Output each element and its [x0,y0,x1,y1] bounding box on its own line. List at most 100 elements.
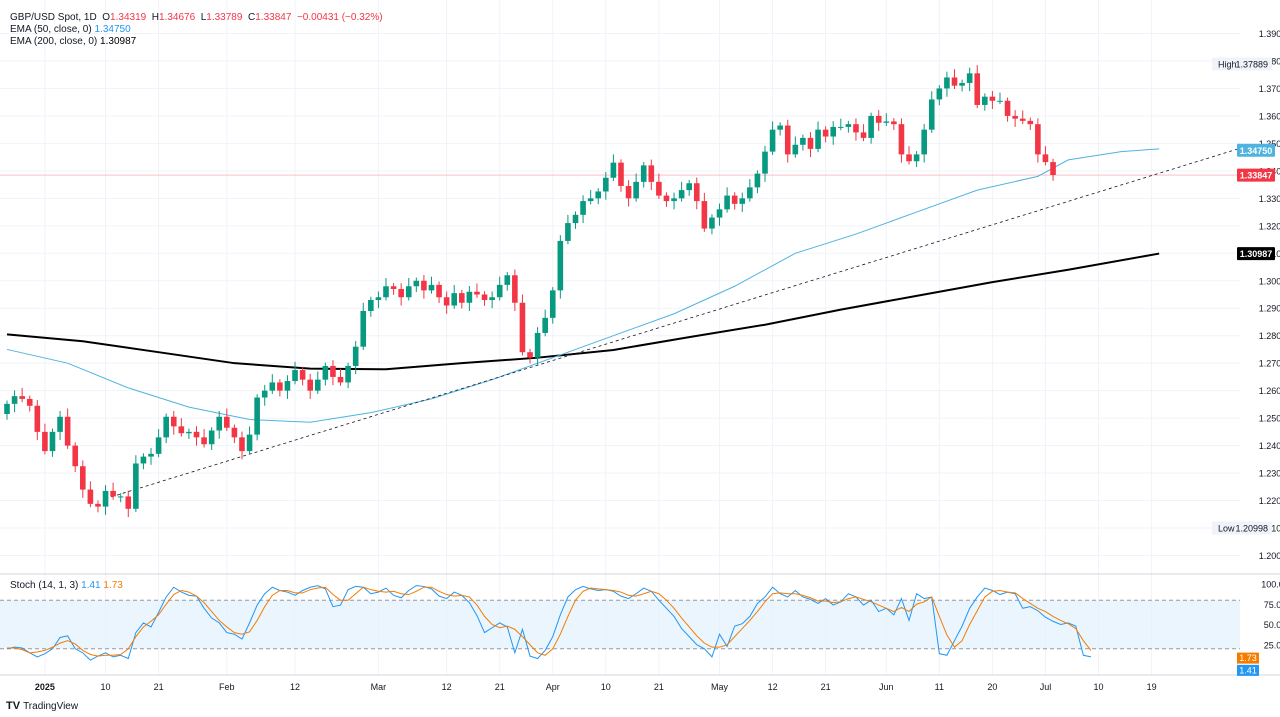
candle-body [133,463,139,509]
legend-open-label: O [102,12,111,23]
candle-body [231,427,238,438]
candle-body [102,490,109,507]
candle-body [512,275,518,303]
candle-body [519,302,526,353]
price-tick-label: 1.24000 [1259,441,1280,451]
candle-body [989,96,996,101]
support-trendline [105,147,1243,500]
tradingview-brand[interactable]: TV TradingView [6,700,78,712]
candle-body [1035,124,1041,155]
candle-body [724,195,730,210]
candle-body [117,496,124,498]
candle-body [80,466,86,490]
candle-body [898,124,905,155]
candle-body [982,96,988,105]
extreme-label-box [1212,521,1272,535]
candle-body [459,293,465,303]
stoch-tick-label: 100.00 [1261,580,1280,590]
legend-change: −0.00431 (−0.32%) [296,12,383,23]
candle-body [383,286,389,298]
candle-body [527,352,533,358]
extreme-label-value: 1.37889 [1235,60,1268,70]
candle-body [928,99,935,130]
candle-body [64,416,71,446]
candle-body [337,376,344,383]
legend-symbol-row: GBP/USD Spot, 1D O1.34319 H1.34676 L1.33… [10,12,383,23]
tradingview-name: TradingView [23,701,79,712]
time-tick-label: 10 [1094,682,1104,692]
candle-body [860,132,867,138]
price-tag-text: 1.33847 [1240,171,1273,181]
candle-body [443,297,450,306]
candle-body [421,280,427,291]
candle-body [891,121,897,125]
candle-body [853,124,859,133]
axes: 1.390001.380001.370001.360001.350001.340… [0,29,1280,692]
stoch-band-fill [0,600,1240,649]
candle-body [1019,118,1026,121]
candle-body [314,379,321,391]
candle-body [549,290,556,318]
candle-body [178,426,185,434]
ema200-line-path [6,252,1160,371]
time-tick-label: 2025 [35,682,55,692]
candle-body [19,396,25,399]
stoch-legend-k: 1.41 [81,580,101,591]
candle-body [496,284,503,298]
candle-body [671,198,677,202]
legend-ema200-value: 1.30987 [100,36,137,47]
time-tick-label: 12 [768,682,778,692]
stoch-band [0,599,1240,650]
candle-body [360,310,367,347]
price-tick-label: 1.32000 [1259,221,1280,231]
candle-body [155,437,162,454]
stoch-tick-label: 75.00 [1264,600,1280,610]
time-tick-label: 20 [987,682,997,692]
time-tick-label: 21 [821,682,831,692]
candle-body [474,291,480,295]
candle-body [307,379,313,391]
candle-body [747,187,753,199]
candle-body [186,431,192,434]
candle-body [906,154,912,162]
legend-open-value: 1.34319 [110,12,147,23]
candle-body [769,129,776,152]
time-tick-label: 10 [601,682,611,692]
time-tick-label: 19 [1147,682,1157,692]
legend-ema200-label: EMA (200, close, 0) [10,36,98,47]
price-tick-label: 1.27000 [1259,359,1280,369]
candle-body [87,489,94,504]
candle-body [224,416,230,428]
price-tick-label: 1.23000 [1259,469,1280,479]
trendline [105,147,1243,500]
price-tag-box [1237,143,1275,157]
candle-body [428,284,435,291]
candle-body [784,125,791,155]
candle-body [663,195,670,202]
candle-body [731,195,738,204]
candle-body [368,299,374,311]
stoch-d-tag-text: 1.73 [1239,653,1257,663]
time-tick-label: Feb [219,682,235,692]
candle-body [693,183,700,202]
price-tag-box [1237,247,1275,261]
candle-body [951,77,958,86]
candle-body [997,100,1003,102]
tradingview-logo-icon: TV [6,700,21,712]
stoch-lines [6,585,1092,661]
chart-grid [0,0,1240,675]
candle-body [807,137,814,149]
candle-body [405,286,412,298]
stoch-tick-label: 50.00 [1264,620,1280,630]
price-tick-label: 1.37000 [1259,84,1280,94]
candle-body [792,144,799,155]
candle-body [709,217,715,229]
ema50-line [6,148,1160,423]
candle-body [610,162,617,178]
time-tick-label: Jul [1040,682,1052,692]
candle-body [1050,162,1056,175]
candle-body [572,214,579,224]
candle-body [398,289,404,298]
